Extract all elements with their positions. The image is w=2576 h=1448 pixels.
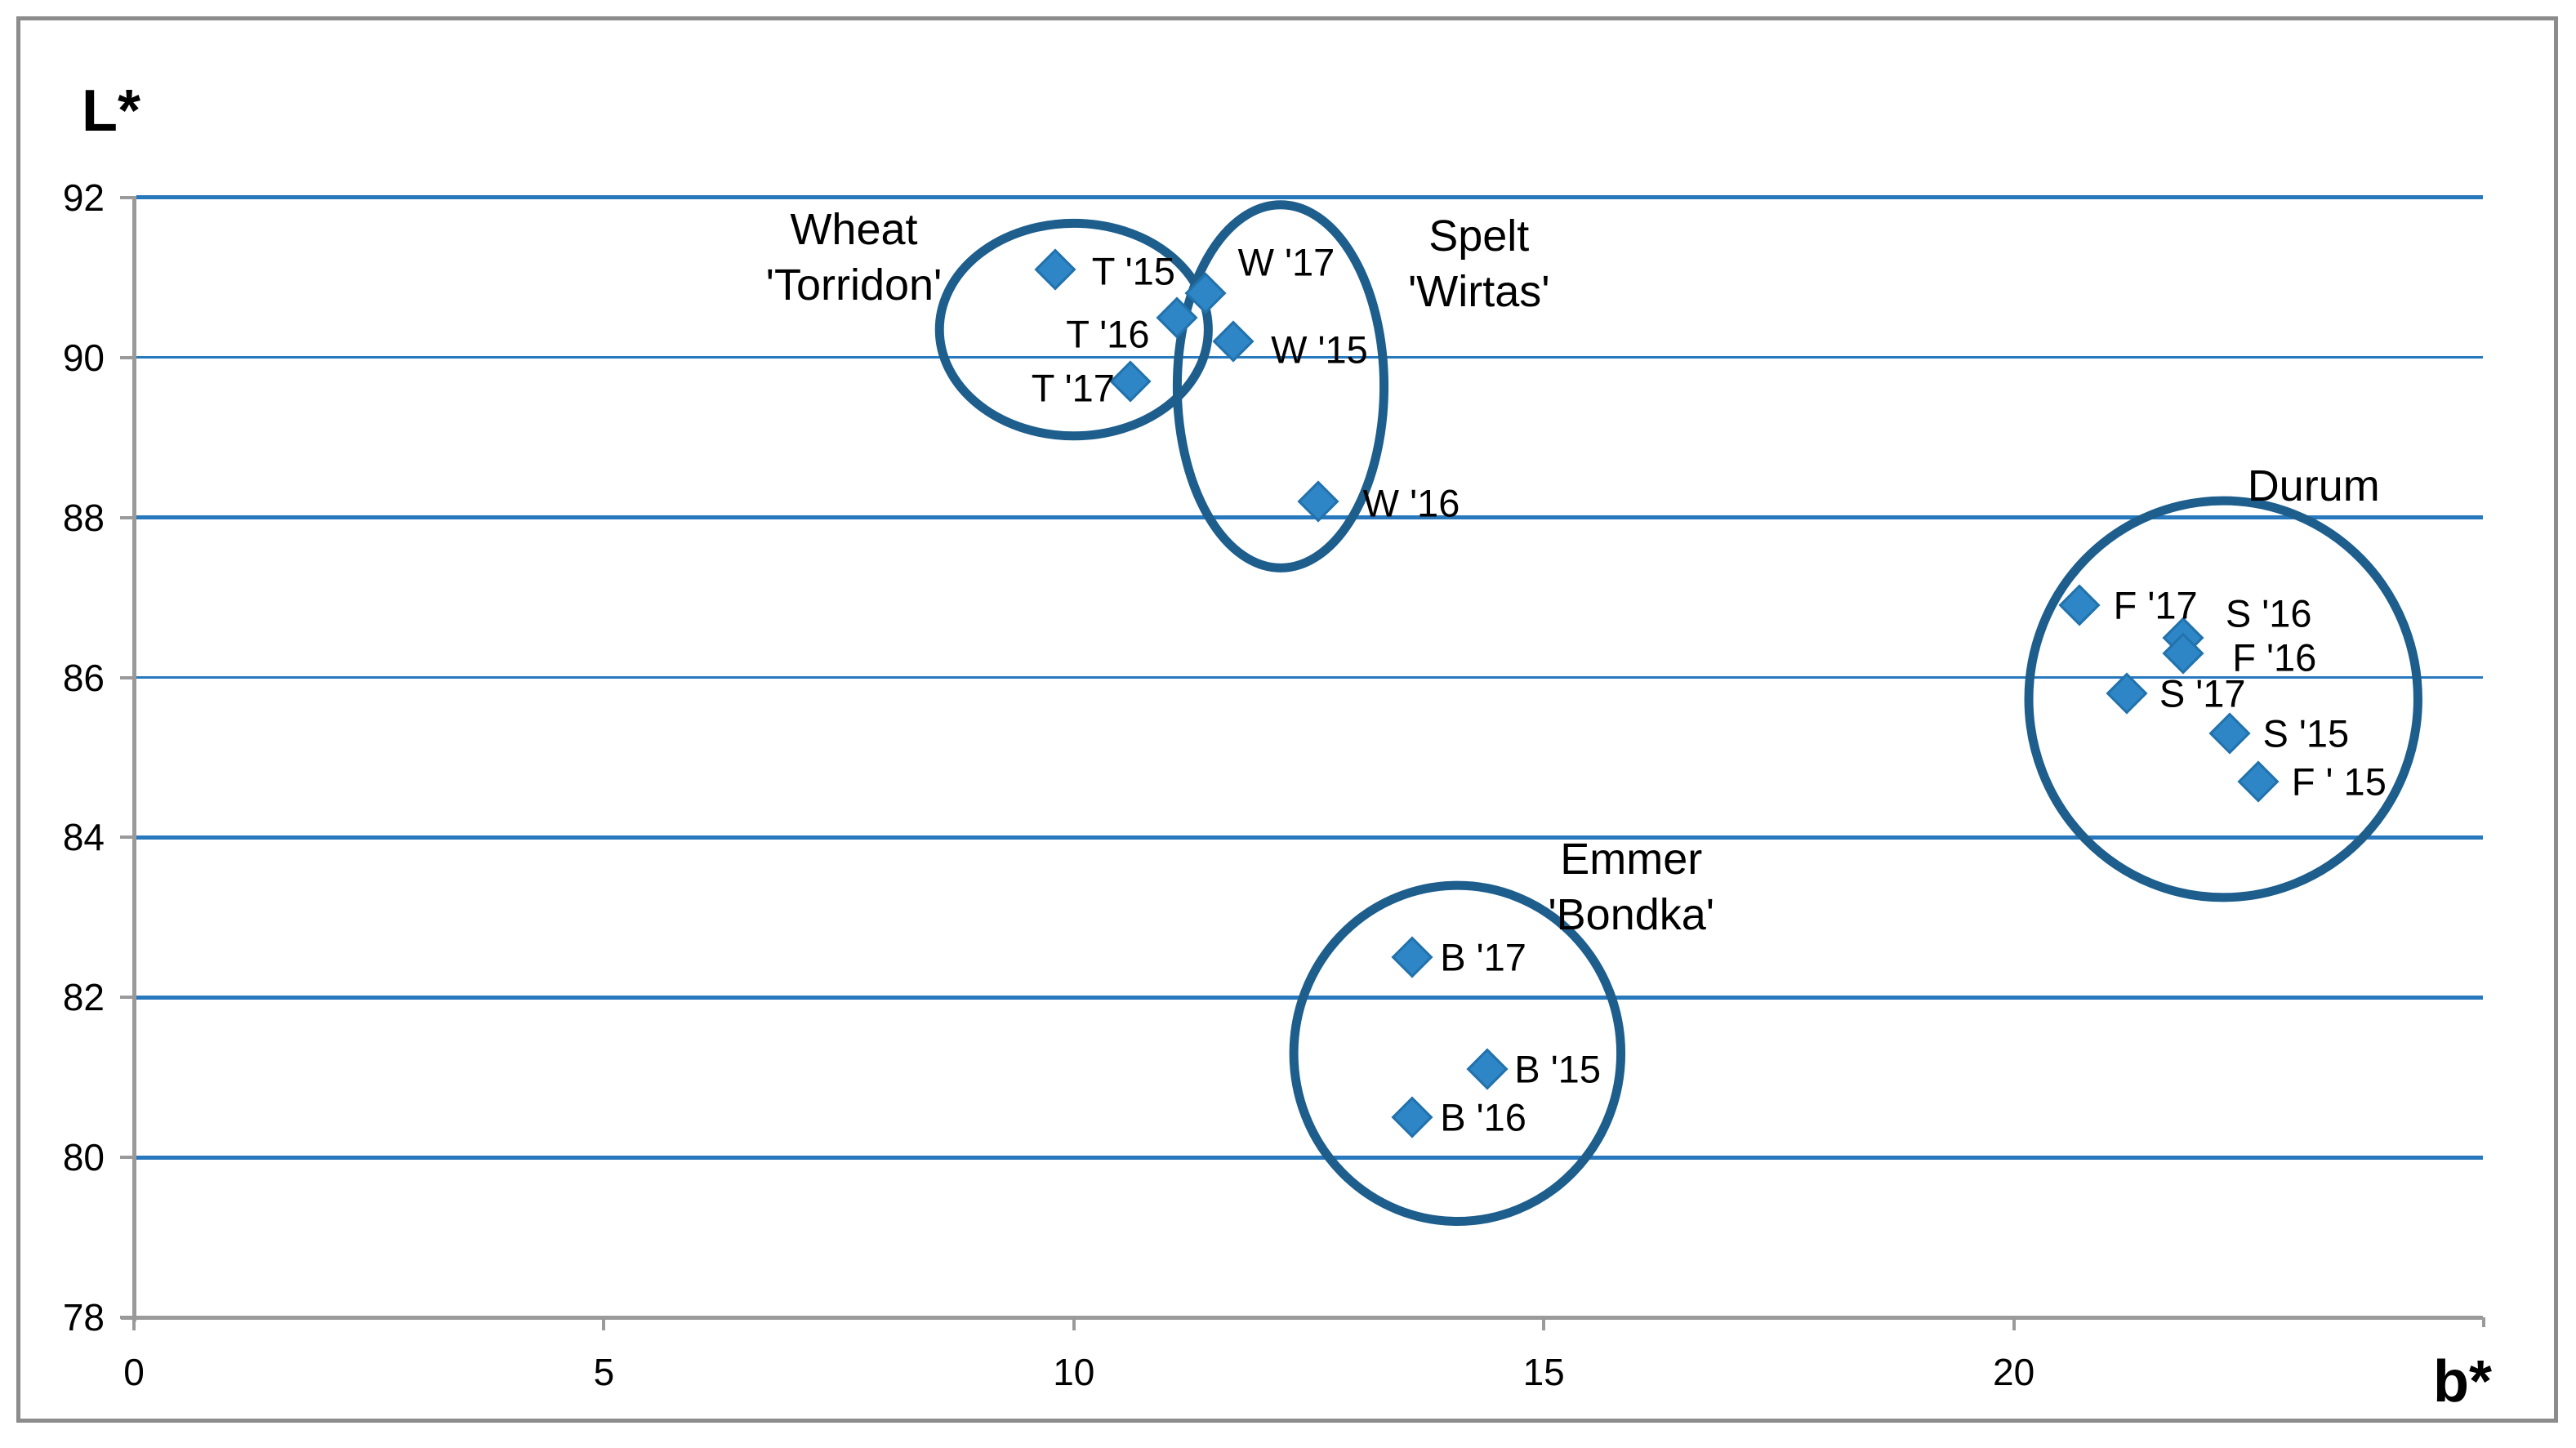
- point-label-f-17: F '17: [2113, 583, 2198, 627]
- point-label-w-16: W '16: [1362, 481, 1460, 525]
- cluster-label-line: Durum: [2247, 461, 2380, 510]
- x-tick-label-5: 5: [593, 1351, 615, 1393]
- cluster-ellipse-durum: [2024, 496, 2422, 902]
- y-tick-label-92: 92: [62, 176, 105, 219]
- x-tick-0: [132, 1317, 136, 1330]
- x-tick-label-0: 0: [123, 1351, 145, 1393]
- y-tick-90: [120, 355, 136, 359]
- point-label-b-15: B '15: [1514, 1047, 1601, 1091]
- point-label-t-16: T '16: [1066, 312, 1150, 356]
- cluster-label-line: Emmer: [1560, 835, 1703, 884]
- x-tick-10: [1072, 1317, 1076, 1330]
- cluster-label-wheat-torridon: Wheat 'Torridon': [766, 202, 943, 313]
- cluster-label-durum: Durum: [2248, 458, 2380, 514]
- y-axis-line: [132, 198, 136, 1321]
- point-label-s-15: S '15: [2262, 711, 2350, 755]
- gridline-80: [136, 1155, 2483, 1160]
- point-label-t-17: T '17: [1031, 366, 1115, 410]
- y-tick-80: [120, 1156, 136, 1160]
- y-tick-84: [120, 835, 136, 840]
- y-tick-label-84: 84: [62, 816, 105, 859]
- y-tick-label-80: 80: [62, 1136, 105, 1179]
- x-axis-line: [121, 1316, 2483, 1320]
- y-tick-86: [120, 675, 136, 679]
- gridline-92: [136, 195, 2483, 200]
- x-tick-15: [1542, 1317, 1546, 1330]
- cluster-label-spelt-wirtas: Spelt 'Wirtas': [1408, 208, 1550, 319]
- point-label-s-17: S '17: [2159, 671, 2246, 715]
- y-tick-82: [120, 996, 136, 1000]
- cluster-ellipse-emmer-bondka: [1289, 880, 1626, 1226]
- y-tick-88: [120, 515, 136, 519]
- point-label-f-15: F ' 15: [2291, 760, 2387, 804]
- cluster-label-line: Wheat: [790, 205, 918, 255]
- y-tick-label-88: 88: [62, 496, 105, 539]
- cluster-ellipse-wheat-torridon: [934, 218, 1213, 441]
- gridline-88: [136, 515, 2483, 520]
- point-label-b-16: B '16: [1440, 1095, 1526, 1139]
- gridline-86: [136, 676, 2483, 679]
- cluster-label-line: Spelt: [1428, 212, 1530, 261]
- x-tick-20: [2012, 1317, 2016, 1330]
- x-tick-label-20: 20: [1993, 1351, 2035, 1393]
- x-tick-label-15: 15: [1522, 1351, 1565, 1393]
- gridline-82: [136, 995, 2483, 1000]
- y-axis-title: L*: [82, 78, 140, 144]
- point-label-s-16: S '16: [2225, 591, 2312, 635]
- x-tick-5: [602, 1317, 606, 1330]
- cluster-label-line: 'Bondka': [1548, 890, 1715, 940]
- x-tick-label-10: 10: [1053, 1351, 1095, 1393]
- cluster-ellipse-spelt-wirtas: [1172, 200, 1389, 573]
- cluster-label-line: 'Torridon': [765, 261, 943, 310]
- y-tick-label-86: 86: [62, 656, 105, 699]
- cluster-label-emmer-bondka: Emmer 'Bondka': [1548, 831, 1714, 942]
- gridline-90: [136, 356, 2483, 359]
- x-axis-end-tick: [2482, 1317, 2485, 1327]
- y-tick-label-82: 82: [62, 976, 105, 1019]
- y-tick-92: [120, 195, 136, 199]
- gridline-84: [136, 835, 2483, 840]
- y-tick-label-78: 78: [62, 1296, 105, 1339]
- chart-border: [16, 16, 2558, 1423]
- cluster-label-line: 'Wirtas': [1407, 267, 1550, 317]
- point-label-f-16: F '16: [2232, 635, 2317, 679]
- point-label-t-15: T '15: [1091, 249, 1175, 293]
- point-label-w-15: W '15: [1271, 327, 1368, 372]
- y-tick-label-90: 90: [62, 336, 105, 379]
- point-label-w-17: W '17: [1237, 240, 1335, 284]
- x-axis-title: b*: [2433, 1349, 2492, 1415]
- point-label-b-17: B '17: [1440, 935, 1526, 979]
